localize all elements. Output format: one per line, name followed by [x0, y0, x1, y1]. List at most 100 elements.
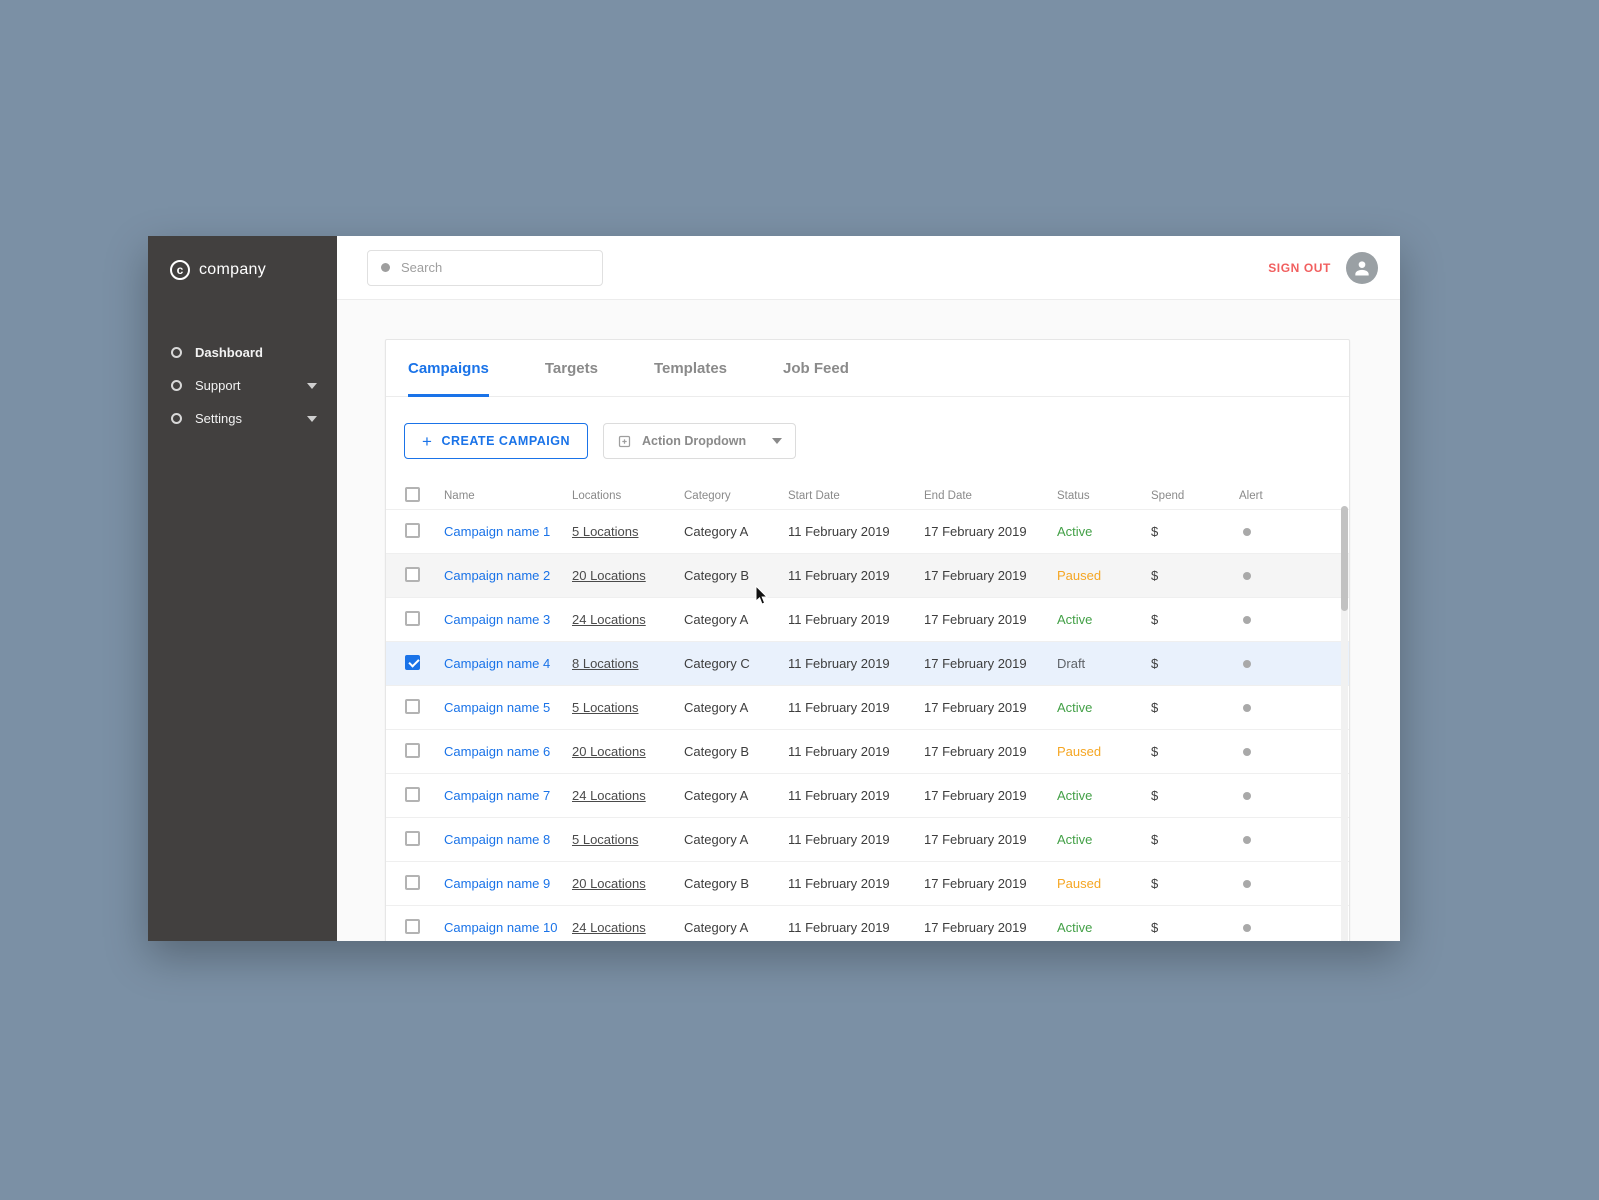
create-campaign-button[interactable]: + CREATE CAMPAIGN: [404, 423, 589, 459]
campaign-name-link[interactable]: Campaign name 1: [444, 524, 551, 539]
locations-link[interactable]: 8 Locations: [572, 656, 639, 671]
sidebar-item-dashboard[interactable]: Dashboard: [148, 336, 337, 369]
alert-dot: [1243, 572, 1251, 580]
category-cell: Category B: [684, 568, 750, 583]
start-date-cell: 11 February 2019: [788, 744, 890, 759]
spend-cell: $: [1151, 612, 1159, 627]
row-checkbox[interactable]: [405, 874, 420, 890]
locations-link[interactable]: 20 Locations: [572, 744, 646, 759]
status-cell: Draft: [1057, 656, 1086, 671]
tab-templates[interactable]: Templates: [653, 359, 728, 377]
end-date-cell: 17 February 2019: [924, 612, 1027, 627]
start-date-cell: 11 February 2019: [788, 788, 890, 803]
search-icon: [381, 263, 390, 272]
table-toolbar: + CREATE CAMPAIGN Action Dropdown: [386, 397, 1349, 483]
tab-targets[interactable]: Targets: [544, 359, 598, 377]
circle-icon: [171, 380, 182, 391]
brand-logo-icon: c: [170, 260, 190, 280]
row-checkbox[interactable]: [405, 698, 420, 714]
column-header-status: Status: [1057, 490, 1090, 502]
campaign-name-link[interactable]: Campaign name 9: [444, 876, 551, 891]
alert-dot: [1243, 836, 1251, 844]
sidebar-item-settings[interactable]: Settings: [148, 402, 337, 435]
topbar-right: SIGN OUT: [1268, 251, 1378, 284]
row-checkbox[interactable]: [405, 610, 420, 626]
person-icon: [1355, 260, 1369, 275]
alert-cell: [1239, 788, 1349, 803]
locations-link[interactable]: 24 Locations: [572, 612, 646, 627]
action-dropdown[interactable]: Action Dropdown: [603, 423, 797, 459]
locations-link[interactable]: 5 Locations: [572, 700, 639, 715]
table-row: Campaign name 9 20 Locations Category B 11 …: [386, 861, 1349, 905]
select-all-checkbox[interactable]: [405, 487, 420, 502]
tab-job-feed[interactable]: Job Feed: [783, 359, 849, 377]
start-date-cell: 11 February 2019: [788, 832, 890, 847]
sidebar-item-label: Support: [195, 378, 241, 393]
campaign-name-link[interactable]: Campaign name 3: [444, 612, 551, 627]
campaign-name-link[interactable]: Campaign name 4: [444, 656, 551, 671]
tab-campaigns[interactable]: Campaigns: [408, 340, 489, 397]
campaign-name-link[interactable]: Campaign name 6: [444, 744, 551, 759]
chevron-down-icon[interactable]: [307, 415, 317, 422]
table-row: Campaign name 8 5 Locations Category A 11 F…: [386, 817, 1349, 861]
start-date-cell: 11 February 2019: [788, 568, 890, 583]
sidebar-item-support[interactable]: Support: [148, 369, 337, 402]
row-checkbox[interactable]: [405, 786, 420, 802]
category-cell: Category C: [684, 656, 750, 671]
spend-cell: $: [1151, 876, 1159, 891]
alert-cell: [1239, 876, 1349, 891]
category-cell: Category A: [684, 920, 749, 935]
search-input[interactable]: [401, 260, 589, 275]
action-dropdown-label: Action Dropdown: [642, 434, 747, 448]
column-header-locations: Locations: [572, 490, 622, 502]
content-area: Campaigns Targets Templates Job Feed + C…: [337, 300, 1400, 941]
column-header-start-date: Start Date: [788, 490, 840, 502]
row-checkbox[interactable]: [405, 654, 420, 670]
sidebar: c company Dashboard Support Settings: [148, 236, 337, 941]
alert-dot: [1243, 924, 1251, 932]
chevron-down-icon[interactable]: [307, 382, 317, 389]
chevron-down-icon: [772, 438, 783, 444]
circle-icon: [171, 413, 182, 424]
row-checkbox[interactable]: [405, 918, 420, 934]
row-checkbox[interactable]: [405, 830, 420, 846]
campaign-name-link[interactable]: Campaign name 8: [444, 832, 551, 847]
alert-cell: [1239, 524, 1349, 539]
alert-dot: [1243, 616, 1251, 624]
column-header-end-date: End Date: [924, 490, 972, 502]
campaign-name-link[interactable]: Campaign name 2: [444, 568, 551, 583]
row-checkbox[interactable]: [405, 742, 420, 758]
alert-dot: [1243, 704, 1251, 712]
status-cell: Paused: [1057, 568, 1102, 583]
locations-link[interactable]: 5 Locations: [572, 832, 639, 847]
app-window: c company Dashboard Support Settings: [148, 236, 1400, 941]
column-header-name: Name: [444, 490, 475, 502]
row-checkbox[interactable]: [405, 522, 420, 538]
campaign-name-link[interactable]: Campaign name 5: [444, 700, 551, 715]
scrollbar-track: [1341, 506, 1348, 941]
user-avatar[interactable]: [1346, 251, 1378, 284]
alert-cell: [1239, 920, 1349, 935]
start-date-cell: 11 February 2019: [788, 876, 890, 891]
locations-link[interactable]: 24 Locations: [572, 788, 646, 803]
alert-dot: [1243, 880, 1251, 888]
campaign-name-link[interactable]: Campaign name 10: [444, 920, 558, 935]
spend-cell: $: [1151, 788, 1159, 803]
locations-link[interactable]: 24 Locations: [572, 920, 646, 935]
end-date-cell: 17 February 2019: [924, 744, 1027, 759]
sidebar-item-label: Dashboard: [195, 345, 263, 360]
start-date-cell: 11 February 2019: [788, 656, 890, 671]
column-header-category: Category: [684, 490, 731, 502]
status-cell: Active: [1057, 788, 1093, 803]
alert-dot: [1243, 748, 1251, 756]
locations-link[interactable]: 5 Locations: [572, 524, 639, 539]
end-date-cell: 17 February 2019: [924, 656, 1027, 671]
locations-link[interactable]: 20 Locations: [572, 876, 646, 891]
locations-link[interactable]: 20 Locations: [572, 568, 646, 583]
campaign-name-link[interactable]: Campaign name 7: [444, 788, 551, 803]
row-checkbox[interactable]: [405, 566, 420, 582]
status-cell: Active: [1057, 524, 1093, 539]
sign-out-link[interactable]: SIGN OUT: [1268, 260, 1331, 275]
scrollbar-thumb[interactable]: [1341, 506, 1348, 611]
table-row: Campaign name 7 24 Locations Category A 11 …: [386, 773, 1349, 817]
